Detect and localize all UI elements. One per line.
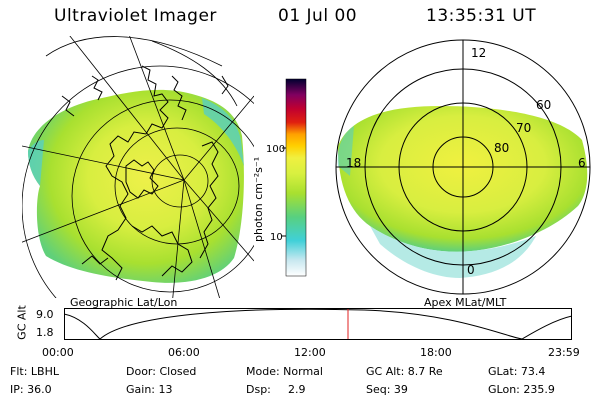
colorbar: 100 10 photon cm⁻²s⁻¹ (252, 78, 307, 277)
apex-emission-edge (370, 226, 536, 278)
altitude-plot (64, 308, 572, 340)
apex-panel-caption: Apex MLat/MLT (424, 296, 507, 309)
x-tick-2359: 23:59 (548, 346, 580, 359)
status-door: Door: Closed (126, 365, 197, 378)
geo-emission-fringe (202, 98, 244, 166)
apex-grid (335, 39, 591, 295)
colorbar-tick-100: 100 (266, 144, 285, 155)
instrument-title: Ultraviolet Imager (54, 6, 217, 26)
observation-date: 01 Jul 00 (278, 6, 358, 26)
geo-coastlines (61, 65, 229, 281)
status-seq: Seq: 39 (366, 383, 408, 396)
mlat-label-60: 60 (536, 98, 551, 112)
colorbar-unit-label: photon cm⁻²s⁻¹ (252, 157, 265, 242)
geo-panel-caption: Geographic Lat/Lon (70, 296, 178, 309)
status-glat: GLat: 73.4 (488, 365, 546, 378)
status-filter: Flt: LBHL (10, 365, 59, 378)
status-dsp-value: 2.9 (288, 383, 306, 396)
geographic-image-panel (22, 36, 254, 298)
mlat-label-70: 70 (516, 121, 531, 135)
status-glon: GLon: 235.9 (488, 383, 555, 396)
x-tick-0000: 00:00 (42, 346, 74, 359)
mlt-label-12: 12 (471, 46, 486, 60)
mlt-label-0: 0 (467, 263, 475, 277)
x-tick-1200: 12:00 (294, 346, 326, 359)
geo-emission-region (28, 89, 244, 283)
status-mode: Mode: Normal (246, 365, 323, 378)
status-gain: Gain: 13 (126, 383, 173, 396)
colorbar-tick-10: 10 (270, 232, 283, 243)
altitude-tick-9: 9.0 (36, 308, 54, 321)
status-ip: IP: 36.0 (10, 383, 52, 396)
altitude-curve (64, 308, 572, 340)
x-tick-0600: 06:00 (168, 346, 200, 359)
mlt-label-6: 6 (578, 156, 586, 170)
colorbar-scale (285, 78, 307, 277)
apex-image-panel: 12 18 6 0 60 70 80 (335, 39, 591, 295)
observation-time: 13:35:31 UT (426, 6, 537, 26)
x-tick-1800: 18:00 (420, 346, 452, 359)
altitude-y-label: GC Alt (15, 305, 29, 340)
altitude-tick-1-8: 1.8 (36, 326, 54, 339)
geo-grid (22, 36, 254, 298)
mlat-label-80: 80 (494, 141, 509, 155)
mlt-label-18: 18 (346, 156, 361, 170)
status-gc-alt: GC Alt: 8.7 Re (366, 365, 443, 378)
status-dsp-label: Dsp: (246, 383, 271, 396)
